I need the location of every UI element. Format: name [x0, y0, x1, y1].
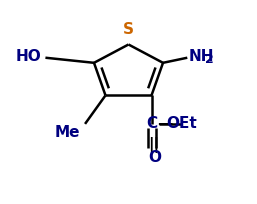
Text: ||: ||	[148, 137, 159, 153]
Text: S: S	[123, 22, 134, 37]
Text: HO: HO	[16, 48, 42, 63]
Text: C: C	[146, 115, 157, 130]
Text: O: O	[148, 149, 161, 164]
Text: NH: NH	[189, 48, 214, 63]
Text: —: —	[157, 115, 173, 130]
Text: OEt: OEt	[166, 115, 197, 130]
Text: Me: Me	[54, 124, 80, 139]
Text: 2: 2	[205, 53, 214, 66]
